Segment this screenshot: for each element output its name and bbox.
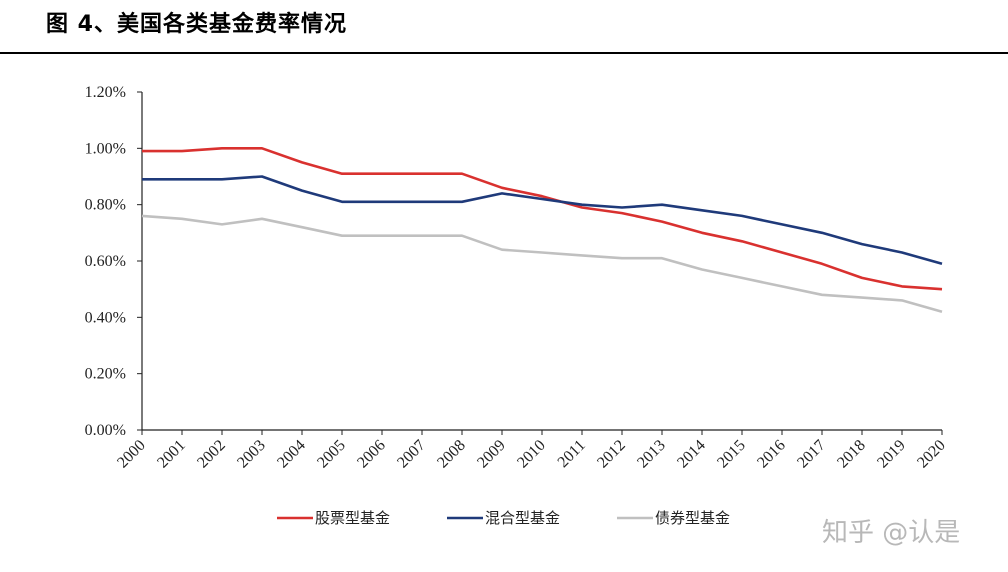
x-tick-label: 2005: [314, 437, 349, 472]
x-tick-label: 2000: [114, 437, 149, 472]
legend-label: 股票型基金: [315, 509, 390, 527]
series-line: [142, 175, 943, 266]
legend-label: 混合型基金: [485, 509, 560, 527]
y-tick-label: 0.40%: [85, 309, 126, 326]
x-tick-label: 2020: [914, 437, 949, 472]
y-tick-label: 0.20%: [85, 366, 126, 383]
y-tick-label: 0.80%: [85, 197, 126, 214]
y-tick-label: 0.60%: [85, 253, 126, 270]
x-tick-label: 2006: [354, 437, 389, 472]
x-tick-label: 2017: [794, 437, 829, 472]
x-tick-label: 2014: [674, 437, 709, 472]
x-tick-label: 2012: [594, 437, 629, 472]
x-tick-label: 2001: [154, 437, 189, 472]
x-tick-label: 2016: [754, 437, 789, 472]
x-tick-label: 2004: [274, 437, 309, 472]
y-tick-label: 1.20%: [85, 84, 126, 101]
x-tick-label: 2008: [434, 437, 469, 472]
series-line: [141, 214, 943, 313]
y-axis-ticks: 0.00% 0.20% 0.40% 0.60% 0.80% 1.00% 1.20%: [85, 84, 142, 439]
title-divider: [0, 52, 1008, 54]
x-tick-label: 2003: [234, 437, 269, 472]
x-tick-label: 2019: [874, 437, 909, 472]
series-line: [142, 147, 943, 291]
x-tick-label: 2011: [555, 437, 589, 471]
chart-legend: 股票型基金 混合型基金 债券型基金: [277, 509, 730, 527]
y-tick-label: 1.00%: [85, 140, 126, 157]
x-tick-label: 2018: [834, 437, 869, 472]
x-tick-label: 2013: [634, 437, 669, 472]
y-tick-label: 0.00%: [85, 422, 126, 439]
figure-title: 图 4、美国各类基金费率情况: [46, 12, 347, 37]
chart-series: [141, 147, 943, 313]
x-tick-label: 2009: [474, 437, 509, 472]
chart-axes: [141, 92, 942, 431]
legend-label: 债券型基金: [655, 509, 730, 527]
x-axis-ticks: 2000 2001 2002 2003 2004 2005 2006 2007 2008 2009…: [114, 430, 949, 471]
watermark-text: 知乎 @认是: [822, 518, 961, 548]
x-tick-label: 2007: [394, 437, 429, 472]
x-tick-label: 2015: [714, 437, 749, 472]
x-tick-label: 2010: [514, 437, 549, 472]
x-tick-label: 2002: [194, 437, 229, 472]
